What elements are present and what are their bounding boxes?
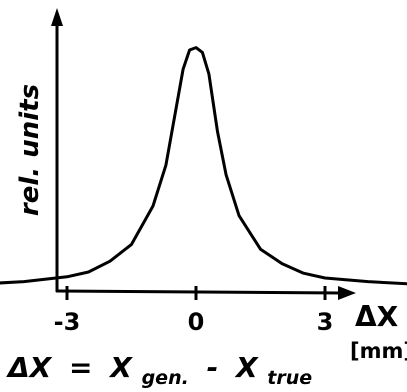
formula-x2: X [234, 351, 259, 384]
series-line [0, 46, 407, 286]
x-tick-label: 3 [317, 308, 334, 336]
x-tick-label: -3 [54, 308, 81, 336]
formula-annotation: ΔX = X gen. - X true [6, 351, 312, 391]
x-ticks: -6-3036 [54, 286, 334, 336]
x-axis [55, 289, 344, 295]
formula-x1: X [108, 351, 133, 384]
formula-equals: = [69, 351, 92, 384]
x-axis-unit: [mm] [350, 339, 407, 363]
x-axis-arrow [338, 286, 356, 300]
formula-x2-sub: true [267, 367, 312, 389]
x-axis-label: ΔX [355, 300, 399, 333]
y-axis-label: rel. units [15, 84, 45, 216]
formula-lhs: ΔX [6, 351, 53, 384]
formula-x1-sub: gen. [142, 367, 189, 389]
x-tick-label: 0 [188, 308, 205, 336]
y-axis-arrow [51, 8, 63, 26]
formula-minus: - [207, 351, 219, 384]
